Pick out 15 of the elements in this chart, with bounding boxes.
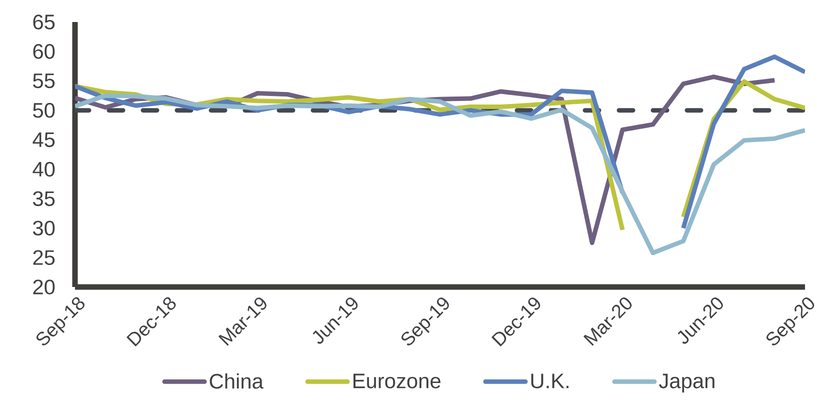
y-tick-label: 40 [32, 162, 55, 177]
legend-label: Eurozone [354, 374, 440, 388]
y-tick-label: 30 [33, 220, 55, 236]
y-tick-label: 35 [33, 191, 55, 206]
legend-label: Japan [659, 374, 714, 392]
y-tick-label: 60 [33, 44, 55, 59]
legend-label: U.K. [531, 374, 568, 388]
y-tick-label: 55 [33, 74, 55, 88]
y-tick-label: 65 [33, 14, 55, 30]
legend-label: China [210, 373, 264, 389]
y-tick-label: 50 [33, 102, 55, 118]
line-series [75, 93, 806, 256]
y-tick-label: 20 [33, 280, 55, 294]
y-tick-label: 25 [33, 250, 55, 265]
y-tick-label: 45 [32, 132, 55, 148]
